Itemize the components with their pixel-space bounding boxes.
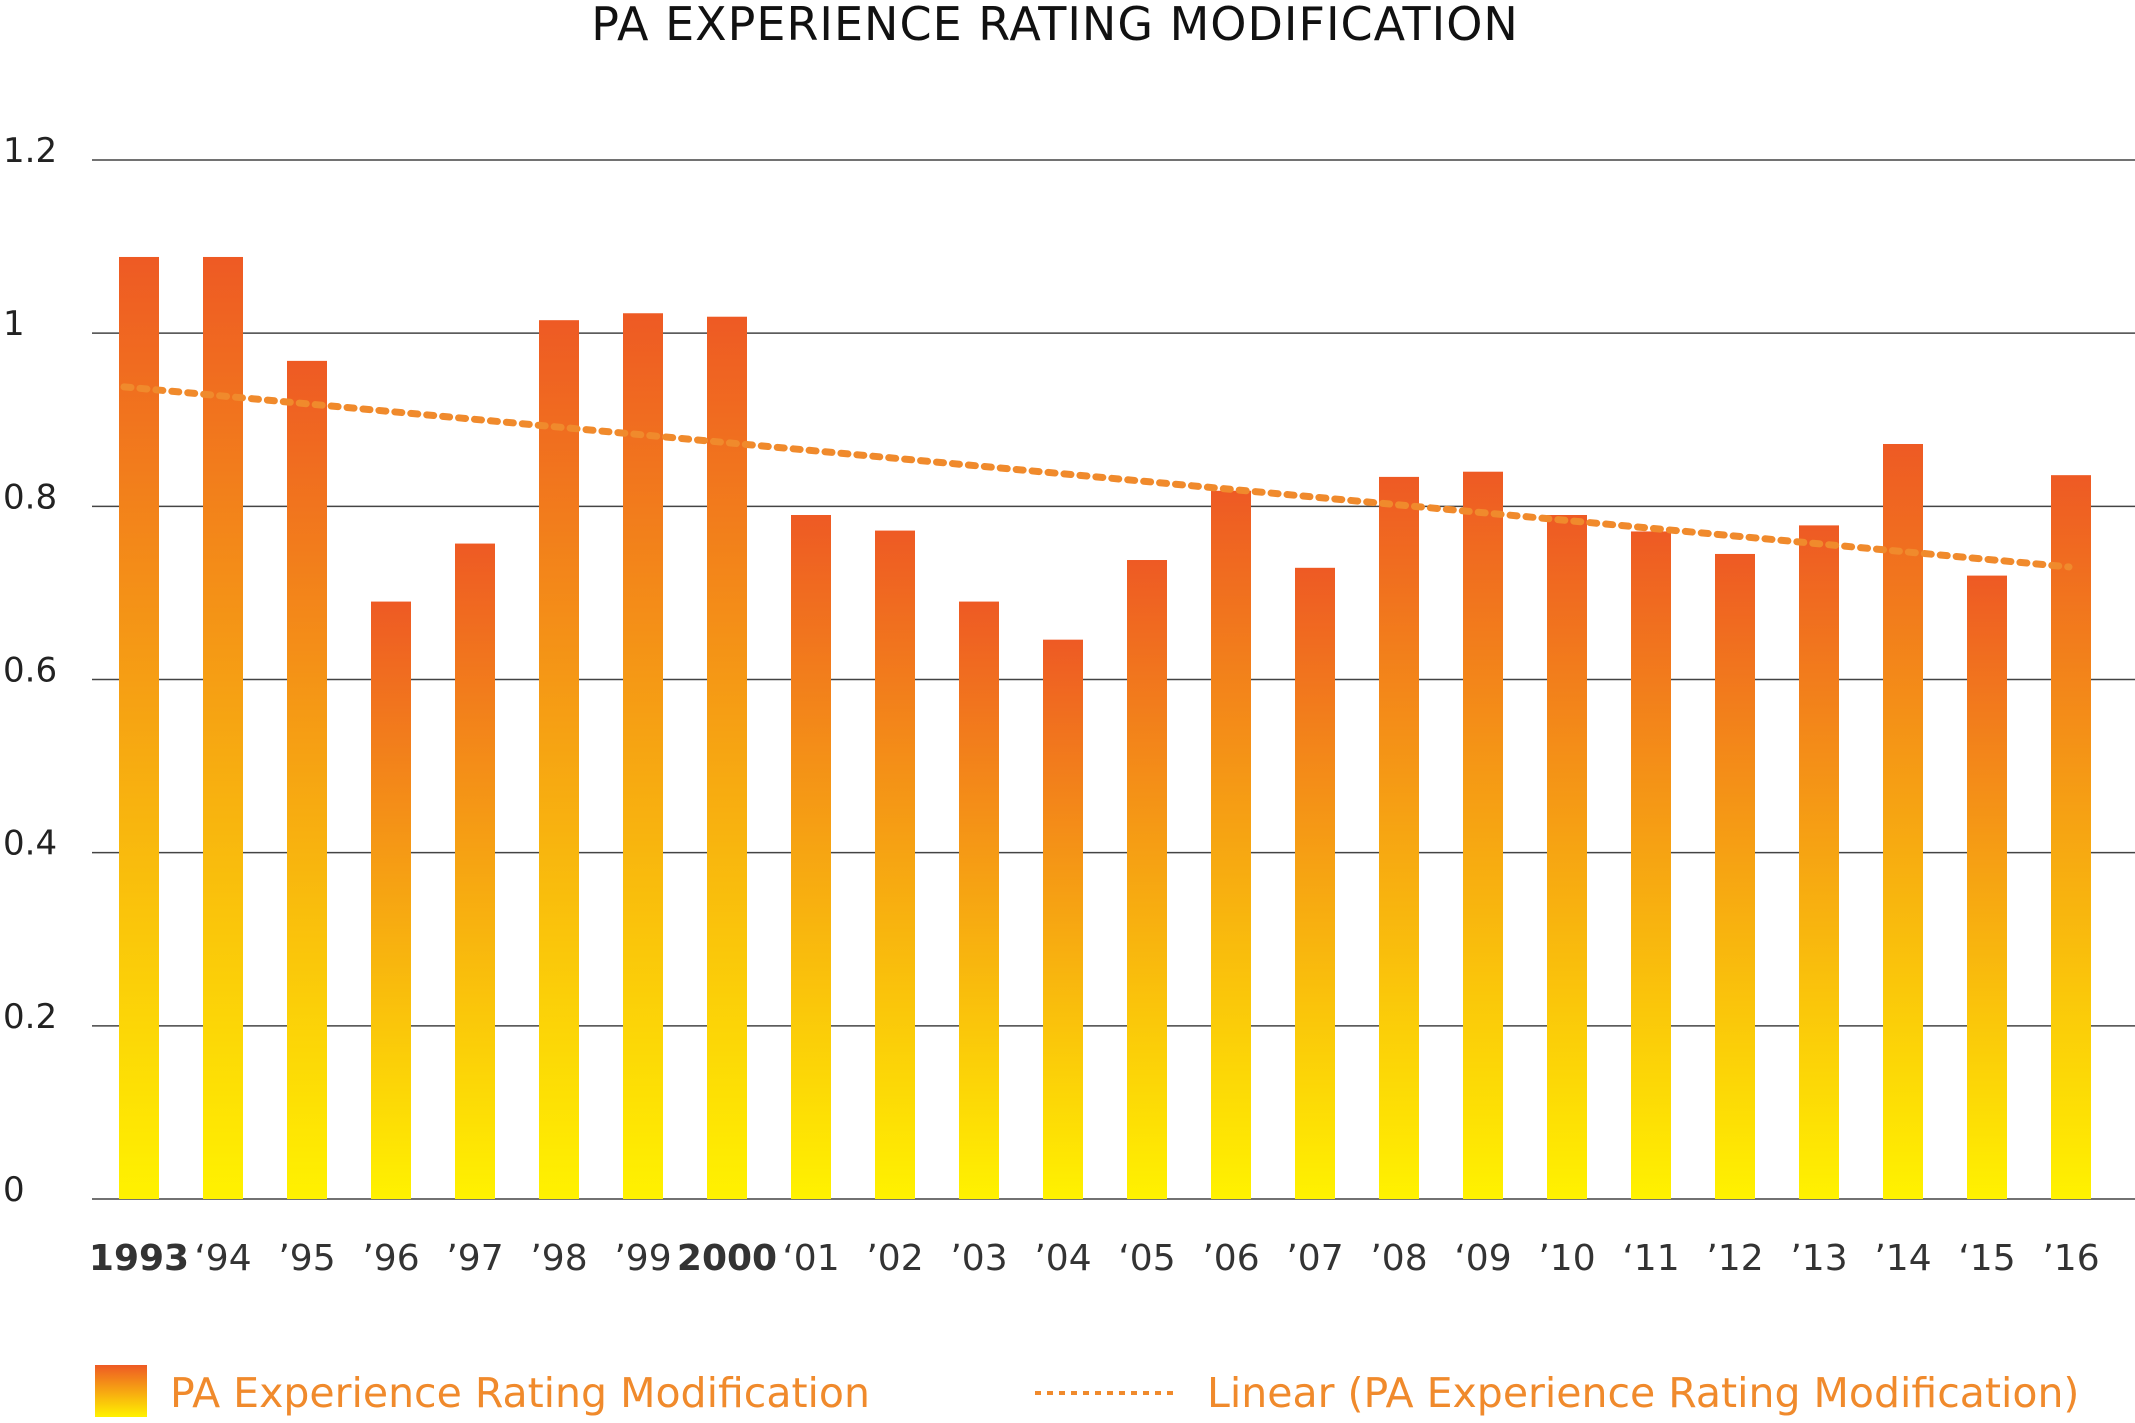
x-tick-label: ’08 bbox=[1370, 1238, 1427, 1279]
x-tick-label: ’06 bbox=[1202, 1238, 1259, 1279]
x-tick-label: ‘05 bbox=[1118, 1238, 1175, 1279]
x-tick-label: ‘94 bbox=[194, 1238, 251, 1279]
y-tick-label: 1 bbox=[3, 304, 25, 344]
bar bbox=[455, 543, 495, 1199]
gridlines bbox=[92, 159, 2135, 1200]
y-tick-label: 0.2 bbox=[3, 997, 57, 1037]
bar bbox=[371, 601, 411, 1199]
x-tick-label: ‘11 bbox=[1622, 1238, 1679, 1279]
bar bbox=[1127, 560, 1167, 1199]
bars bbox=[119, 256, 2091, 1200]
x-tick-label: ’07 bbox=[1286, 1238, 1343, 1279]
bar bbox=[1463, 471, 1503, 1199]
y-axis-ticks: 0 0.2 0.4 0.6 0.8 1 1.2 bbox=[3, 131, 57, 1210]
x-tick-label: ’12 bbox=[1706, 1238, 1763, 1279]
bar bbox=[1967, 575, 2007, 1199]
x-tick-label: ‘15 bbox=[1958, 1238, 2015, 1279]
legend-trend-label: Linear (PA Experience Rating Modificatio… bbox=[1207, 1369, 2079, 1417]
x-tick-label: ’03 bbox=[950, 1238, 1007, 1279]
trendline-layer bbox=[120, 383, 2073, 571]
x-tick-label: ’14 bbox=[1874, 1238, 1931, 1279]
legend-bar-label: PA Experience Rating Modification bbox=[170, 1369, 870, 1417]
bar bbox=[791, 514, 831, 1199]
x-tick-label: ‘09 bbox=[1454, 1238, 1511, 1279]
x-axis-ticks: 1993 ‘94 ’95 ’96 ’97 ’98 ’99 2000 ‘01 ’02 ’03 ’04 ‘0… bbox=[89, 1238, 2100, 1279]
y-tick-label: 1.2 bbox=[3, 131, 57, 171]
bar bbox=[959, 601, 999, 1199]
bar bbox=[707, 316, 747, 1199]
bar bbox=[1547, 514, 1587, 1199]
bar bbox=[1631, 531, 1671, 1199]
x-tick-label: ’10 bbox=[1538, 1238, 1595, 1279]
x-tick-label: ’98 bbox=[530, 1238, 587, 1279]
x-tick-label: ’95 bbox=[278, 1238, 335, 1279]
x-tick-label: ’97 bbox=[446, 1238, 503, 1279]
y-tick-label: 0.4 bbox=[3, 824, 57, 864]
x-tick-label: ’99 bbox=[614, 1238, 671, 1279]
bar bbox=[2051, 475, 2091, 1199]
bar bbox=[539, 320, 579, 1199]
x-tick-label: ’02 bbox=[866, 1238, 923, 1279]
x-tick-label: ’13 bbox=[1790, 1238, 1847, 1279]
x-tick-label: ‘01 bbox=[782, 1238, 839, 1279]
trendline bbox=[120, 383, 2073, 571]
bar bbox=[1799, 525, 1839, 1199]
bar bbox=[1715, 553, 1755, 1199]
bar bbox=[119, 256, 159, 1199]
bar bbox=[1043, 639, 1083, 1199]
x-tick-label: ’16 bbox=[2042, 1238, 2099, 1279]
y-tick-label: 0.6 bbox=[3, 651, 57, 691]
x-tick-label: 1993 bbox=[89, 1238, 189, 1279]
x-tick-label: ’04 bbox=[1034, 1238, 1091, 1279]
legend-bar-swatch bbox=[95, 1365, 147, 1417]
x-tick-label: 2000 bbox=[677, 1238, 777, 1279]
bar bbox=[875, 530, 915, 1199]
bar bbox=[203, 256, 243, 1199]
bar bbox=[1211, 490, 1251, 1200]
y-tick-label: 0.8 bbox=[3, 477, 57, 517]
bar bbox=[1379, 476, 1419, 1199]
x-tick-label: ’96 bbox=[362, 1238, 419, 1279]
bar bbox=[287, 360, 327, 1200]
chart-title: PA EXPERIENCE RATING MODIFICATION bbox=[591, 0, 1519, 51]
y-tick-label: 0 bbox=[3, 1170, 25, 1210]
legend: PA Experience Rating Modification Linear… bbox=[95, 1365, 2079, 1417]
bar bbox=[623, 313, 663, 1199]
bar bbox=[1295, 567, 1335, 1199]
bar bbox=[1883, 443, 1923, 1199]
